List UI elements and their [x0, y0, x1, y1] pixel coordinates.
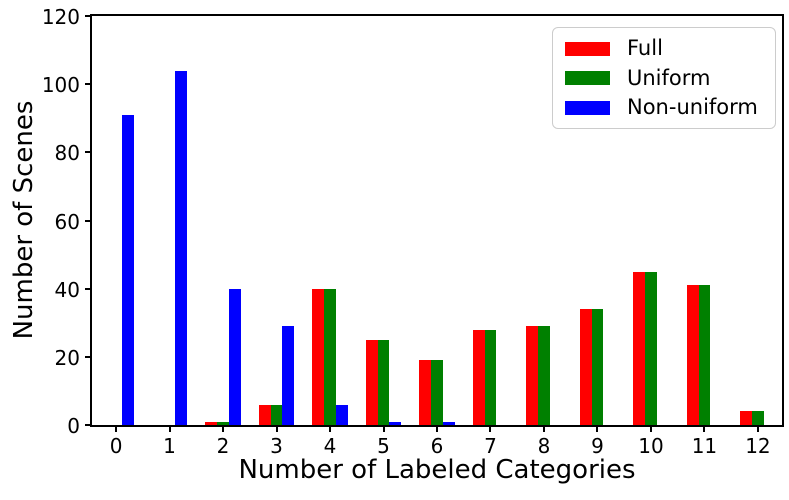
y-tick	[85, 355, 90, 358]
bar-full-11	[686, 285, 699, 425]
x-tick	[382, 427, 385, 432]
y-tick	[85, 15, 90, 17]
x-tick	[542, 427, 545, 432]
x-tick	[703, 427, 706, 432]
bar-uniform-12	[752, 411, 764, 425]
y-tick	[85, 287, 90, 290]
bar-full-8	[526, 326, 539, 425]
bar-non-uniform-6	[442, 421, 455, 425]
x-tick-label: 11	[691, 434, 718, 458]
x-tick	[329, 427, 332, 432]
x-tick	[115, 427, 118, 432]
bar-uniform-4	[324, 288, 336, 425]
x-tick-label: 0	[109, 434, 123, 458]
x-tick	[649, 427, 652, 432]
bar-uniform-5	[377, 339, 390, 425]
y-tick-label: 0	[67, 414, 80, 438]
bar-uniform-9	[591, 309, 604, 425]
bar-non-uniform-2	[228, 288, 241, 425]
x-tick	[168, 427, 171, 432]
x-tick-label: 8	[537, 434, 551, 458]
legend-item-non-uniform: Non-uniform	[565, 97, 763, 118]
bar-uniform-2	[217, 421, 229, 425]
y-tick-label: 100	[41, 73, 80, 98]
legend-item-uniform: Uniform	[565, 65, 763, 90]
x-tick	[436, 427, 438, 432]
bar-full-3	[258, 404, 271, 425]
bar-non-uniform-0	[122, 114, 134, 425]
bar-non-uniform-5	[389, 421, 402, 425]
bar-uniform-6	[431, 360, 443, 425]
legend: Full Uniform Non-uniform	[552, 27, 776, 129]
x-tick	[756, 427, 759, 432]
x-tick	[596, 427, 599, 432]
legend-label: Full	[627, 36, 663, 60]
x-tick-label: 12	[745, 434, 771, 458]
bar-full-6	[419, 360, 432, 425]
y-tick-label: 20	[54, 345, 80, 370]
legend-item-full: Full	[565, 38, 763, 59]
y-tick-label: 120	[41, 5, 80, 29]
x-tick-label: 9	[591, 434, 604, 458]
y-tick-label: 40	[54, 277, 80, 302]
bar-uniform-3	[270, 404, 283, 425]
bar-full-5	[365, 339, 378, 425]
y-tick	[85, 83, 90, 86]
legend-swatch-full	[565, 41, 610, 56]
bar-full-7	[472, 329, 485, 425]
y-tick-label: 60	[54, 209, 80, 234]
plot-area	[90, 14, 784, 427]
bar-uniform-7	[484, 329, 497, 425]
x-tick-label: 2	[216, 434, 230, 458]
x-tick-label: 3	[270, 434, 283, 458]
bar-uniform-8	[538, 326, 550, 425]
bar-non-uniform-1	[175, 70, 188, 425]
y-tick-label: 80	[54, 141, 80, 166]
x-tick-label: 7	[484, 434, 497, 458]
bar-full-4	[312, 288, 325, 425]
x-axis-label: Number of Labeled Categories	[238, 455, 636, 485]
x-tick-label: 1	[163, 434, 176, 458]
x-tick-label: 10	[638, 434, 664, 458]
bar-full-2	[205, 421, 218, 425]
legend-label: Non-uniform	[627, 95, 758, 119]
x-tick	[275, 427, 278, 432]
legend-swatch-uniform	[565, 71, 610, 85]
bar-uniform-10	[645, 271, 657, 425]
x-tick-label: 4	[323, 434, 337, 458]
y-tick	[85, 219, 90, 222]
x-tick	[222, 427, 225, 432]
bar-full-9	[579, 309, 592, 425]
x-tick-label: 6	[430, 434, 444, 458]
y-tick	[85, 151, 90, 154]
legend-swatch-non-uniform	[565, 100, 610, 115]
bar-non-uniform-4	[335, 404, 348, 425]
bar-uniform-11	[698, 285, 711, 425]
bar-non-uniform-3	[282, 326, 295, 425]
bar-full-12	[740, 411, 753, 425]
x-tick	[489, 427, 492, 432]
bar-full-10	[633, 271, 646, 425]
legend-label: Uniform	[627, 65, 711, 90]
x-tick-label: 5	[377, 434, 390, 458]
y-tick	[85, 424, 90, 426]
